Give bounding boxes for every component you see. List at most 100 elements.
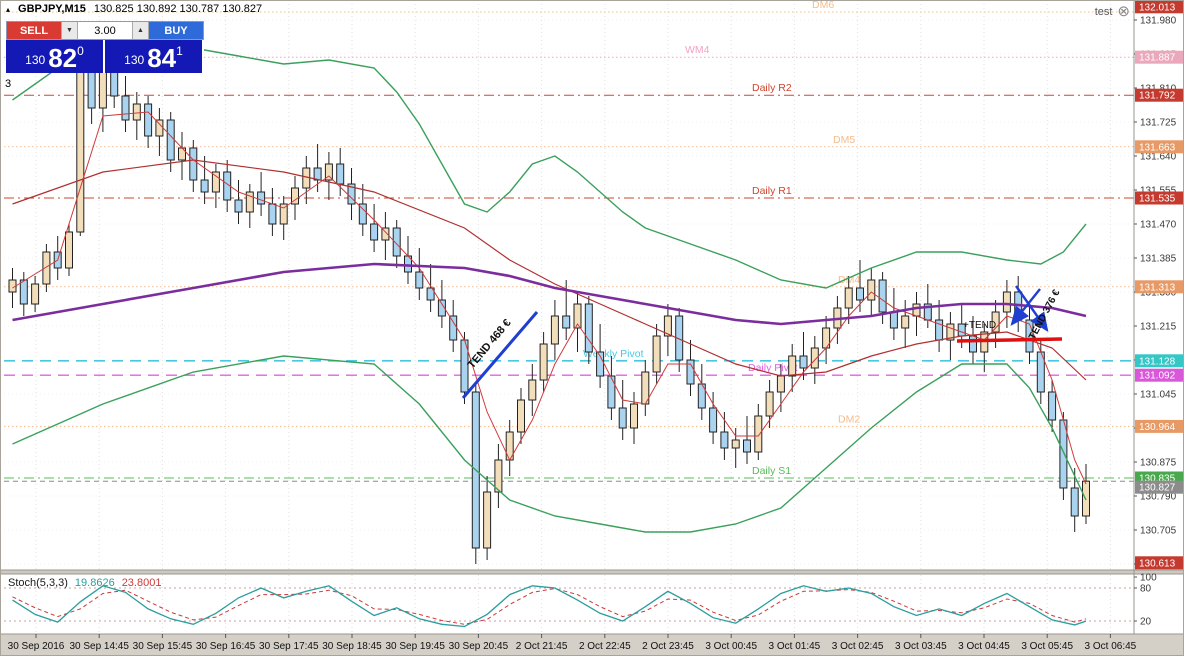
price-axis-label: 131.385 bbox=[1140, 254, 1177, 265]
price-axis-label: 131.980 bbox=[1140, 16, 1177, 27]
time-axis-label: 3 Oct 04:45 bbox=[958, 641, 1010, 652]
sell-button[interactable]: SELL bbox=[7, 22, 61, 39]
sell-price-small: 130 bbox=[25, 53, 46, 67]
svg-text:131.128: 131.128 bbox=[1139, 356, 1176, 367]
time-axis-label: 30 Sep 19:45 bbox=[385, 641, 445, 652]
time-axis-label: 30 Sep 2016 bbox=[8, 641, 65, 652]
price-axis-label: 131.215 bbox=[1140, 322, 1177, 333]
price-badge bbox=[1135, 354, 1183, 368]
price-badge bbox=[1135, 50, 1183, 64]
price-axis-label: 131.555 bbox=[1140, 186, 1177, 197]
level-label-daily-pivot: Daily Pivot bbox=[748, 362, 798, 374]
price-badge bbox=[1135, 88, 1183, 102]
time-axis-label: 30 Sep 17:45 bbox=[259, 641, 319, 652]
level-label-wm4: WM4 bbox=[685, 44, 710, 56]
ma-red-fast bbox=[12, 111, 1087, 485]
price-axis-label: 130.875 bbox=[1140, 458, 1177, 469]
price-badge bbox=[1135, 419, 1183, 433]
svg-text:131.792: 131.792 bbox=[1139, 91, 1176, 102]
price-axis-label: 130.705 bbox=[1140, 526, 1177, 537]
time-axis-label: 3 Oct 06:45 bbox=[1085, 641, 1137, 652]
time-axis-label: 2 Oct 23:45 bbox=[642, 641, 694, 652]
level-label-daily-s1: Daily S1 bbox=[752, 465, 791, 477]
expert-advisor-label: test ⊗ bbox=[1094, 3, 1130, 20]
chart-title-bar: ▴ GBPJPY,M15 130.825 130.892 130.787 130… bbox=[6, 3, 262, 15]
svg-text:130.964: 130.964 bbox=[1139, 422, 1176, 433]
stoch-scale-label: 20 bbox=[1140, 617, 1152, 628]
time-axis-label: 2 Oct 21:45 bbox=[516, 641, 568, 652]
buy-price-box[interactable]: 130 84 1 bbox=[105, 40, 202, 73]
stoch-main-value: 19.8626 bbox=[74, 577, 115, 589]
sell-price-box[interactable]: 130 82 0 bbox=[6, 40, 103, 73]
price-badge bbox=[1135, 140, 1183, 154]
time-axis-label: 30 Sep 15:45 bbox=[133, 641, 193, 652]
time-axis-label: 30 Sep 18:45 bbox=[322, 641, 382, 652]
time-axis-label: 3 Oct 00:45 bbox=[705, 641, 757, 652]
svg-text:131.887: 131.887 bbox=[1139, 53, 1176, 64]
ea-name: test bbox=[1094, 5, 1113, 18]
time-axis-label: 3 Oct 02:45 bbox=[832, 641, 884, 652]
time-axis-label: 3 Oct 05:45 bbox=[1021, 641, 1073, 652]
stoch-scale-label: 100 bbox=[1140, 573, 1157, 584]
svg-text:131.313: 131.313 bbox=[1139, 282, 1176, 293]
price-axis-label: 131.725 bbox=[1140, 118, 1177, 129]
chart-symbol-icon: ▴ bbox=[6, 4, 11, 14]
level-label-dm5: DM5 bbox=[833, 134, 855, 146]
buy-price-sup: 1 bbox=[176, 44, 183, 58]
trend2-red-line bbox=[956, 337, 1063, 343]
ma-purple bbox=[12, 262, 1087, 326]
stoch-signal-line bbox=[12, 587, 1087, 625]
trend2-plus-label: +TEND bbox=[963, 320, 996, 331]
spread-increase-button[interactable]: ▲ bbox=[132, 22, 149, 39]
bollinger-upper-band bbox=[12, 39, 1087, 289]
svg-text:132.013: 132.013 bbox=[1139, 2, 1176, 13]
level-label-daily-r2: Daily R2 bbox=[752, 82, 792, 94]
stoch-name: Stoch(5,3,3) bbox=[8, 577, 68, 589]
chart-symbol-label: GBPJPY,M15 bbox=[18, 3, 86, 15]
candles bbox=[8, 24, 1090, 564]
price-badges: 132.013 131.887 131.792 131.663 131.535 131.3… bbox=[1135, 0, 1183, 570]
price-badge bbox=[1135, 0, 1183, 14]
time-axis-label: 3 Oct 03:45 bbox=[895, 641, 947, 652]
svg-text:131.535: 131.535 bbox=[1139, 194, 1176, 205]
sell-price-big: 82 bbox=[48, 43, 78, 73]
spread-decrease-button[interactable]: ▼ bbox=[61, 22, 78, 39]
price-axis-label: 130.790 bbox=[1140, 492, 1177, 503]
level-label-dm6: DM6 bbox=[812, 0, 834, 11]
ea-status-icon[interactable]: ⊗ bbox=[1117, 3, 1130, 20]
time-axis-label: 30 Sep 16:45 bbox=[196, 641, 256, 652]
svg-text:130.827: 130.827 bbox=[1139, 483, 1176, 494]
svg-text:131.092: 131.092 bbox=[1139, 371, 1176, 382]
buy-price-big: 84 bbox=[147, 43, 177, 73]
buy-price-small: 130 bbox=[124, 53, 145, 67]
level-label-daily-r1: Daily R1 bbox=[752, 185, 792, 197]
stoch-signal-value: 23.8001 bbox=[121, 577, 162, 589]
one-click-trading-panel: SELL ▼ 3.00 ▲ BUY 130 82 0 130 84 1 bbox=[6, 21, 204, 73]
buy-button[interactable]: BUY bbox=[149, 22, 203, 39]
trend2-arrow-1 bbox=[1010, 288, 1041, 326]
time-axis-label: 30 Sep 20:45 bbox=[449, 641, 509, 652]
time-axis-label: 3 Oct 01:45 bbox=[769, 641, 821, 652]
stoch-scale-label: 80 bbox=[1140, 584, 1152, 595]
chart-ohlc-values: 130.825 130.892 130.787 130.827 bbox=[93, 3, 263, 15]
trend2-arrow-0 bbox=[1015, 285, 1049, 332]
svg-text:131.663: 131.663 bbox=[1139, 142, 1176, 153]
level-label-dm2: DM2 bbox=[838, 413, 860, 425]
time-axis-label: 2 Oct 22:45 bbox=[579, 641, 631, 652]
price-badge bbox=[1135, 556, 1183, 570]
price-badge bbox=[1135, 191, 1183, 205]
stoch-main-line bbox=[12, 585, 1087, 628]
bollinger-lower-band bbox=[12, 355, 1087, 533]
svg-text:130.613: 130.613 bbox=[1139, 558, 1176, 569]
price-axis-label: 131.045 bbox=[1140, 390, 1177, 401]
time-axis-bg bbox=[0, 634, 1184, 656]
price-badge bbox=[1135, 280, 1183, 294]
left-scale-marker: 3 bbox=[5, 78, 12, 90]
svg-text:130.835: 130.835 bbox=[1139, 474, 1176, 485]
price-badge bbox=[1135, 480, 1183, 494]
spread-input[interactable]: 3.00 bbox=[78, 22, 132, 39]
price-axis-label: 131.640 bbox=[1140, 152, 1177, 163]
